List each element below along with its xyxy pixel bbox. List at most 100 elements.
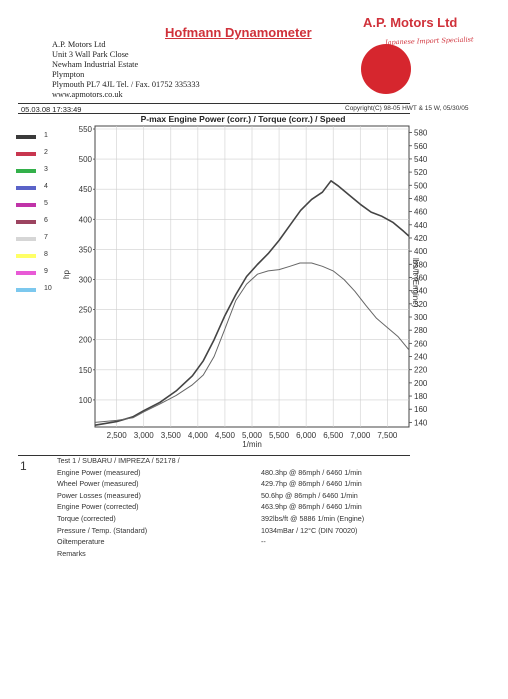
x-tick-label: 6,000: [296, 431, 317, 440]
result-value: 392lbs/ft @ 5886 1/min (Engine): [261, 513, 365, 523]
legend-item: 7: [16, 234, 76, 244]
y-tick-label-right: 160: [414, 405, 428, 414]
power-curve-line: [94, 180, 410, 426]
y-tick-label-left: 450: [79, 185, 93, 194]
y-tick-label-right: 460: [414, 208, 428, 217]
legend-label: 9: [44, 268, 48, 275]
y-tick-label-left: 550: [79, 125, 93, 134]
result-label: Remarks: [57, 548, 86, 558]
y-tick-label-left: 150: [79, 366, 93, 375]
y-tick-label-left: 350: [79, 245, 93, 254]
x-tick-label: 4,000: [188, 431, 209, 440]
result-label: Test 1 / SUBARU / IMPREZA / 52178 /: [57, 456, 180, 465]
legend-swatch: [16, 169, 36, 173]
y-tick-label-right: 520: [414, 168, 428, 177]
legend-label: 8: [44, 251, 48, 258]
y-tick-label-right: 500: [414, 181, 428, 190]
y-tick-label-right: 360: [414, 273, 428, 282]
legend-item: 4: [16, 183, 76, 193]
legend-label: 5: [44, 200, 48, 207]
test-index: 1: [20, 459, 27, 473]
legend-item: 8: [16, 251, 76, 261]
y-tick-label-left: 200: [79, 336, 93, 345]
y-tick-label-left: 400: [79, 215, 93, 224]
chart-title: P-max Engine Power (corr.) / Torque (cor…: [140, 114, 346, 124]
legend-label: 10: [44, 285, 52, 292]
address-line: A.P. Motors Ltd: [52, 40, 106, 49]
x-ticks: 2,500 3,000 3,500 4,000 4,500 5,000 5,500 6,000…: [107, 431, 398, 440]
timestamp: 05.03.08 17:33:49: [21, 105, 82, 114]
legend-swatch: [16, 288, 36, 292]
report-title: Hofmann Dynamometer: [165, 25, 312, 40]
results-divider: [18, 455, 410, 456]
x-tick-label: 4,500: [215, 431, 236, 440]
y-tick-label-left: 250: [79, 306, 93, 315]
y-tick-label-right: 340: [414, 287, 428, 296]
result-value: 429.7hp @ 86mph / 6460 1/min: [261, 479, 362, 489]
y-tick-label-left: 500: [79, 155, 93, 164]
result-label: Torque (corrected): [57, 513, 116, 523]
address-line: Unit 3 Wall Park Close: [52, 50, 129, 59]
y-tick-label-right: 220: [414, 366, 428, 375]
result-label: Pressure / Temp. (Standard): [57, 525, 148, 535]
legend-label: 3: [44, 166, 48, 173]
copyright-text: Copyright(C) 98-05 HWT & 15 W, 05/30/05: [345, 105, 469, 112]
address-line: Newham Industrial Estate: [52, 60, 139, 69]
x-tick-label: 5,500: [269, 431, 290, 440]
y-tick-label-right: 280: [414, 326, 428, 335]
legend-label: 1: [44, 132, 48, 139]
x-tick-label: 7,500: [377, 431, 398, 440]
chart-top-divider: [18, 113, 410, 114]
legend-swatch: [16, 254, 36, 258]
x-tick-label: 7,000: [350, 431, 371, 440]
y-tick-label-right: 200: [414, 379, 428, 388]
y-tick-label-right: 440: [414, 221, 428, 230]
result-value: 480.3hp @ 86mph / 6460 1/min: [261, 467, 362, 477]
legend-swatch: [16, 203, 36, 207]
y-tick-label-right: 580: [414, 129, 428, 138]
address-line: Plymouth PL7 4JL Tel. / Fax. 01752 33533…: [52, 80, 200, 89]
legend-swatch: [16, 271, 36, 275]
legend-item: 3: [16, 166, 76, 176]
address-block: A.P. Motors Ltd Unit 3 Wall Park Close N…: [52, 40, 200, 100]
y-ticks-right: 140 160 180 200 220 240 260 280 300 320 340 360 380 4…: [409, 129, 428, 427]
y-tick-label-right: 560: [414, 142, 428, 151]
y-tick-label-left: 300: [79, 276, 93, 285]
legend-label: 7: [44, 234, 48, 241]
x-tick-label: 6,500: [323, 431, 344, 440]
y-ticks-left: 100 150 200 250 300 350 400 450 500 550: [79, 125, 95, 405]
result-label: Wheel Power (measured): [57, 479, 139, 489]
logo-circle-icon: [361, 44, 411, 94]
legend-swatch: [16, 135, 36, 139]
legend-item: 10: [16, 285, 76, 295]
y-tick-label-right: 300: [414, 313, 428, 322]
legend-item: 9: [16, 268, 76, 278]
result-label: Oiltemperature: [57, 537, 105, 547]
address-line: Plympton: [52, 70, 85, 79]
legend-label: 6: [44, 217, 48, 224]
result-label: Engine Power (corrected): [57, 502, 139, 512]
result-value: 463.9hp @ 86mph / 6460 1/min: [261, 502, 362, 512]
dyno-chart: 100 150 200 250 300 350 400 450 500 550 140 160 180…: [79, 125, 428, 449]
company-logo-text: A.P. Motors Ltd: [363, 15, 458, 30]
y-tick-label-right: 320: [414, 300, 428, 309]
legend-swatch: [16, 237, 36, 241]
result-value: 1034mBar / 12°C (DIN 70020): [261, 525, 358, 535]
x-tick-label: 2,500: [107, 431, 128, 440]
x-tick-label: 3,000: [134, 431, 155, 440]
legend-swatch: [16, 186, 36, 190]
legend-swatch: [16, 152, 36, 156]
result-value: --: [261, 537, 266, 547]
x-tick-label: 5,000: [242, 431, 263, 440]
y-tick-label-left: 100: [79, 396, 93, 405]
y-tick-label-right: 380: [414, 260, 428, 269]
legend-item: 1: [16, 132, 76, 142]
legend-item: 6: [16, 217, 76, 227]
x-axis-label: 1/min: [242, 440, 262, 449]
legend-item: 5: [16, 200, 76, 210]
header-divider: [18, 103, 410, 104]
series-group: [94, 180, 410, 426]
torque-curve-line: [94, 262, 410, 423]
y-tick-label-right: 400: [414, 247, 428, 256]
website-text: www.apmotors.co.uk: [52, 90, 123, 99]
